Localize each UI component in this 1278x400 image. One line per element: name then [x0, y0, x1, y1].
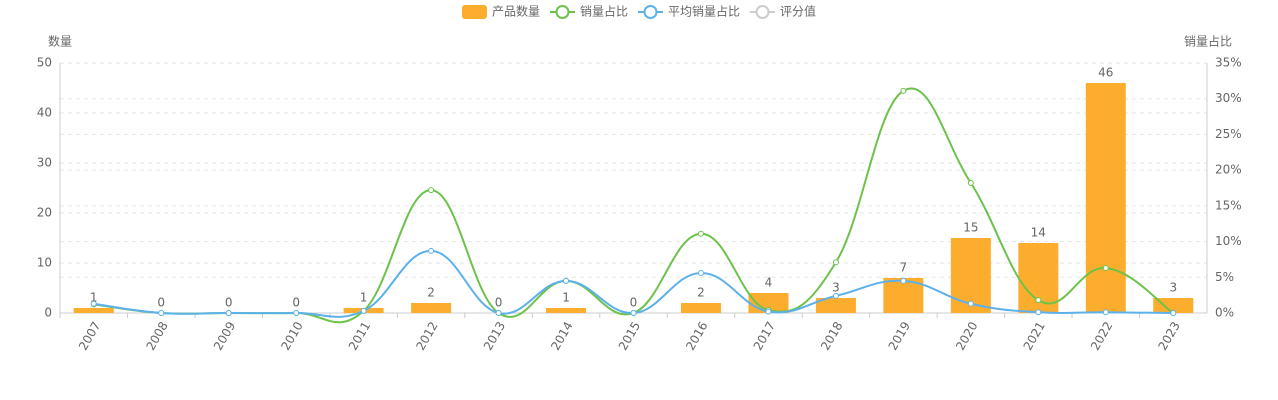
data-label: 4	[765, 276, 773, 290]
point	[967, 300, 974, 307]
y-tick-label: 30	[37, 156, 52, 170]
point	[765, 308, 772, 315]
point	[563, 277, 570, 284]
x-tick-label: 2008	[143, 319, 170, 352]
bar	[73, 308, 114, 313]
point	[1102, 265, 1109, 271]
y-tick-label: 0	[44, 306, 52, 320]
bar	[815, 298, 856, 313]
y-tick-label: 50	[37, 56, 52, 70]
x-tick-label: 2018	[818, 319, 845, 352]
bar	[1085, 83, 1126, 313]
x-tick-label: 2023	[1155, 319, 1182, 352]
point	[293, 310, 300, 316]
data-label: 15	[963, 221, 978, 235]
legend-label: 平均销量占比	[668, 4, 740, 19]
bar	[1153, 298, 1194, 313]
y2-tick-label: 35%	[1215, 56, 1242, 70]
data-label: 3	[832, 281, 840, 295]
point	[1170, 310, 1177, 316]
point	[900, 277, 907, 284]
legend-swatch	[643, 5, 658, 19]
legend-swatch	[461, 5, 487, 19]
legend-label: 销量占比	[580, 4, 628, 19]
point	[1035, 297, 1042, 304]
legend-swatch	[755, 5, 770, 19]
x-tick-label: 2021	[1021, 319, 1048, 352]
data-label: 2	[427, 286, 435, 300]
point	[697, 230, 704, 237]
x-tick-label: 2020	[953, 319, 980, 352]
point	[90, 300, 97, 307]
point	[1035, 309, 1042, 316]
point	[630, 310, 637, 316]
y2-axis-title: 销量占比	[1184, 34, 1232, 49]
data-label: 2	[697, 286, 705, 300]
point	[428, 247, 435, 254]
bar	[680, 303, 721, 313]
x-tick-label: 2012	[413, 319, 440, 352]
y2-tick-label: 15%	[1215, 198, 1242, 212]
point	[225, 310, 232, 316]
y2-tick-label: 10%	[1215, 234, 1242, 248]
legend-label: 评分值	[780, 4, 816, 19]
point	[360, 307, 367, 314]
y-tick-label: 10	[37, 256, 52, 270]
y2-tick-label: 25%	[1215, 127, 1242, 141]
data-label: 0	[292, 296, 300, 310]
x-tick-label: 2007	[76, 319, 103, 352]
y-tick-label: 40	[37, 106, 52, 120]
data-label: 0	[157, 296, 165, 310]
data-label: 3	[1169, 281, 1177, 295]
data-label: 14	[1031, 226, 1046, 240]
point	[697, 270, 704, 276]
bar	[546, 308, 587, 313]
point	[900, 87, 907, 94]
data-label: 1	[562, 291, 570, 305]
x-tick-label: 2016	[683, 319, 710, 352]
x-tick-label: 2013	[481, 319, 508, 352]
data-label: 1	[360, 291, 368, 305]
point	[495, 310, 502, 316]
data-label: 0	[495, 296, 503, 310]
x-tick-label: 2010	[278, 319, 305, 352]
data-label: 0	[225, 296, 233, 310]
point	[832, 259, 839, 266]
y2-tick-label: 5%	[1215, 270, 1234, 284]
y2-tick-label: 20%	[1215, 163, 1242, 177]
data-label: 7	[900, 261, 908, 275]
point	[1102, 309, 1109, 316]
legend-label: 产品数量	[492, 4, 540, 19]
line	[93, 249, 1174, 318]
x-tick-label: 2014	[548, 319, 575, 352]
x-tick-label: 2022	[1088, 319, 1115, 352]
x-tick-label: 2011	[346, 319, 373, 352]
point	[158, 310, 165, 316]
x-tick-label: 2009	[211, 319, 238, 352]
legend-swatch	[555, 5, 570, 19]
y-tick-label: 20	[37, 206, 52, 220]
y2-tick-label: 0%	[1215, 306, 1234, 320]
y-axis-title: 数量	[48, 34, 72, 49]
data-label: 0	[630, 296, 638, 310]
point	[428, 187, 435, 194]
bar	[411, 303, 452, 313]
data-label: 1	[90, 291, 98, 305]
point	[832, 292, 839, 299]
x-tick-label: 2019	[886, 319, 913, 352]
x-tick-label: 2015	[616, 319, 643, 352]
x-tick-label: 2017	[751, 319, 778, 352]
legend: 产品数量 销量占比 平均销量占比 评分值	[461, 4, 816, 19]
data-label: 46	[1098, 66, 1113, 80]
y2-tick-label: 30%	[1215, 91, 1242, 105]
line	[93, 87, 1174, 324]
point	[967, 180, 974, 186]
